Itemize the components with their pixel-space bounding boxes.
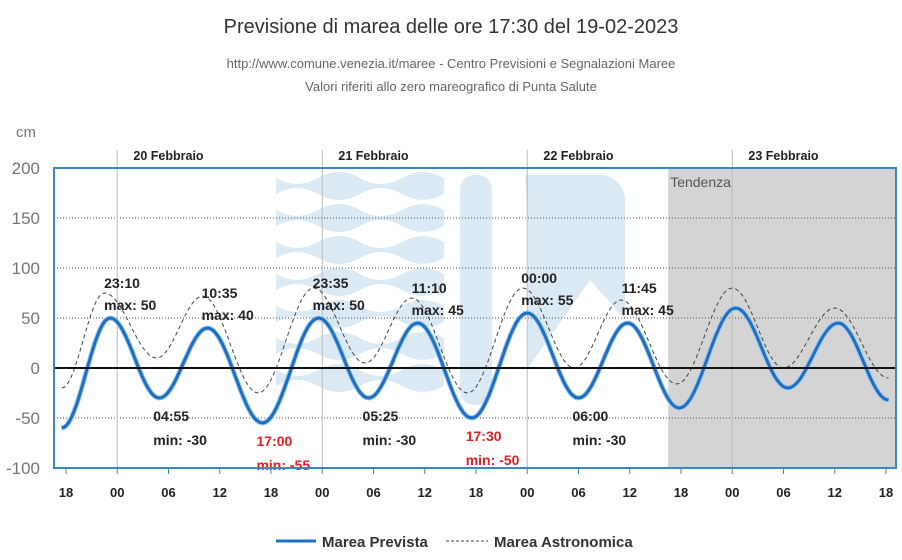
x-tick-label: 18 [264, 485, 278, 500]
annotation-time: 23:10 [104, 275, 140, 291]
day-label: 20 Febbraio [133, 149, 204, 163]
x-tick-label: 18 [674, 485, 688, 500]
annotation-time: 05:25 [363, 408, 399, 424]
annotation-value: min: -30 [153, 432, 207, 448]
day-label: 23 Febbraio [748, 149, 819, 163]
x-tick-label: 06 [571, 485, 585, 500]
annotation-value: min: -30 [363, 432, 417, 448]
annotation-value: max: 55 [521, 292, 573, 308]
chart-subtitle-source: http://www.comune.venezia.it/maree - Cen… [227, 56, 676, 71]
y-tick-label: 150 [12, 209, 40, 228]
watermark-logo [276, 172, 625, 405]
x-tick-label: 18 [59, 485, 73, 500]
x-tick-label: 12 [623, 485, 637, 500]
annotation-time: 00:00 [521, 270, 557, 286]
watermark-wave [276, 172, 444, 200]
watermark-wave [276, 300, 444, 328]
annotation-value: max: 40 [202, 307, 254, 323]
annotation-value: min: -30 [573, 432, 627, 448]
legend-forecast-label: Marea Prevista [322, 534, 429, 551]
x-tick-label: 12 [213, 485, 227, 500]
annotation-value: min: -55 [256, 457, 310, 473]
x-tick-label: 00 [315, 485, 329, 500]
annotation-value: max: 50 [313, 297, 365, 313]
x-tick-label: 00 [725, 485, 739, 500]
annotation-time: 11:45 [622, 280, 657, 296]
annotation-time: 23:35 [313, 275, 349, 291]
x-tick-label: 12 [418, 485, 432, 500]
y-tick-label: 0 [31, 359, 40, 378]
annotation-value: max: 50 [104, 297, 156, 313]
series-marea-astronomica [61, 287, 889, 394]
legend: Marea Prevista Marea Astronomica [276, 534, 633, 551]
x-tick-label: 18 [469, 485, 483, 500]
y-axis-label: cm [16, 124, 36, 141]
y-tick-label: -50 [15, 409, 40, 428]
plot-border [53, 167, 897, 469]
annotation-time: 11:10 [412, 280, 447, 296]
y-tick-label: 100 [12, 259, 40, 278]
chart-subtitle-reference: Valori riferiti allo zero mareografico d… [305, 79, 597, 94]
annotation-time: 17:30 [466, 428, 502, 444]
watermark-arrow [525, 175, 625, 368]
chart-title: Previsione di marea delle ore 17:30 del … [224, 16, 679, 38]
x-tick-label: 12 [828, 485, 842, 500]
legend-astronomical-label: Marea Astronomica [494, 534, 633, 551]
watermark-wave [276, 364, 444, 392]
y-tick-label: 50 [21, 309, 40, 328]
annotation-value: min: -50 [466, 452, 520, 468]
series-marea-prevista [61, 306, 889, 430]
x-tick-label: 18 [879, 485, 893, 500]
x-tick-label: 06 [366, 485, 380, 500]
y-tick-label: -100 [6, 459, 40, 478]
watermark-bar [460, 175, 492, 405]
annotation-value: max: 45 [412, 302, 464, 318]
x-tick-label: 00 [520, 485, 534, 500]
annotation-time: 10:35 [202, 285, 238, 301]
annotation-time: 17:00 [256, 433, 292, 449]
day-label: 21 Febbraio [338, 149, 409, 163]
x-tick-label: 06 [161, 485, 175, 500]
day-label: 22 Febbraio [543, 149, 614, 163]
annotation-time: 04:55 [153, 408, 189, 424]
trend-label: Tendenza [670, 174, 731, 190]
watermark-wave [276, 236, 444, 264]
x-tick-label: 06 [776, 485, 790, 500]
annotation-time: 06:00 [573, 408, 609, 424]
watermark-wave [276, 268, 444, 296]
y-tick-label: 200 [12, 159, 40, 178]
annotation-value: max: 45 [622, 302, 674, 318]
x-tick-label: 00 [110, 485, 124, 500]
